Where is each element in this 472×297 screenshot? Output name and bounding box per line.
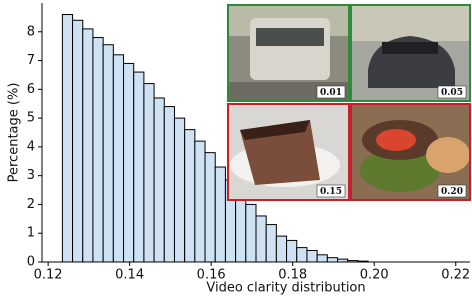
y-axis-label: Percentage (%) [7, 83, 22, 183]
x-tick-label: 0.22 [441, 268, 470, 283]
bar [144, 84, 154, 262]
bar [124, 63, 134, 262]
y-tick-label: 7 [27, 53, 35, 68]
bar [113, 55, 123, 262]
inset-label: 0.05 [441, 88, 463, 98]
bar [307, 250, 317, 262]
x-tick-label: 0.14 [115, 268, 144, 283]
bar [134, 72, 144, 262]
x-tick-label: 0.12 [34, 268, 63, 283]
bar [195, 141, 205, 262]
bar [215, 167, 225, 262]
y-tick-label: 5 [27, 111, 35, 126]
bar [154, 98, 164, 262]
bar [287, 240, 297, 262]
inset-label: 0.01 [320, 88, 342, 98]
inset-images: 0.01 0.05 0.15 0.20 [228, 5, 470, 200]
inset-label: 0.20 [441, 187, 463, 197]
y-tick-label: 1 [27, 226, 35, 241]
bar [317, 255, 327, 262]
x-axis-label: Video clarity distribution [206, 281, 365, 296]
bar [93, 38, 103, 262]
bar [205, 153, 215, 262]
inset-label: 0.15 [320, 187, 342, 197]
bar [62, 15, 72, 262]
y-tick-label: 4 [27, 139, 35, 154]
chart: 0123456780.120.140.160.180.200.22Video c… [0, 0, 472, 297]
bar [103, 45, 113, 262]
bar [266, 225, 276, 262]
bar [327, 258, 337, 262]
bar [246, 204, 256, 262]
bar [174, 118, 184, 262]
y-tick-label: 6 [27, 82, 35, 97]
bar [83, 29, 93, 262]
y-tick-label: 8 [27, 24, 35, 39]
bar [164, 107, 174, 262]
bar [73, 20, 83, 262]
bar [276, 236, 286, 262]
y-tick-label: 2 [27, 197, 35, 212]
bar [256, 216, 266, 262]
bar [185, 130, 195, 262]
bar [297, 248, 307, 262]
y-tick-label: 3 [27, 168, 35, 183]
